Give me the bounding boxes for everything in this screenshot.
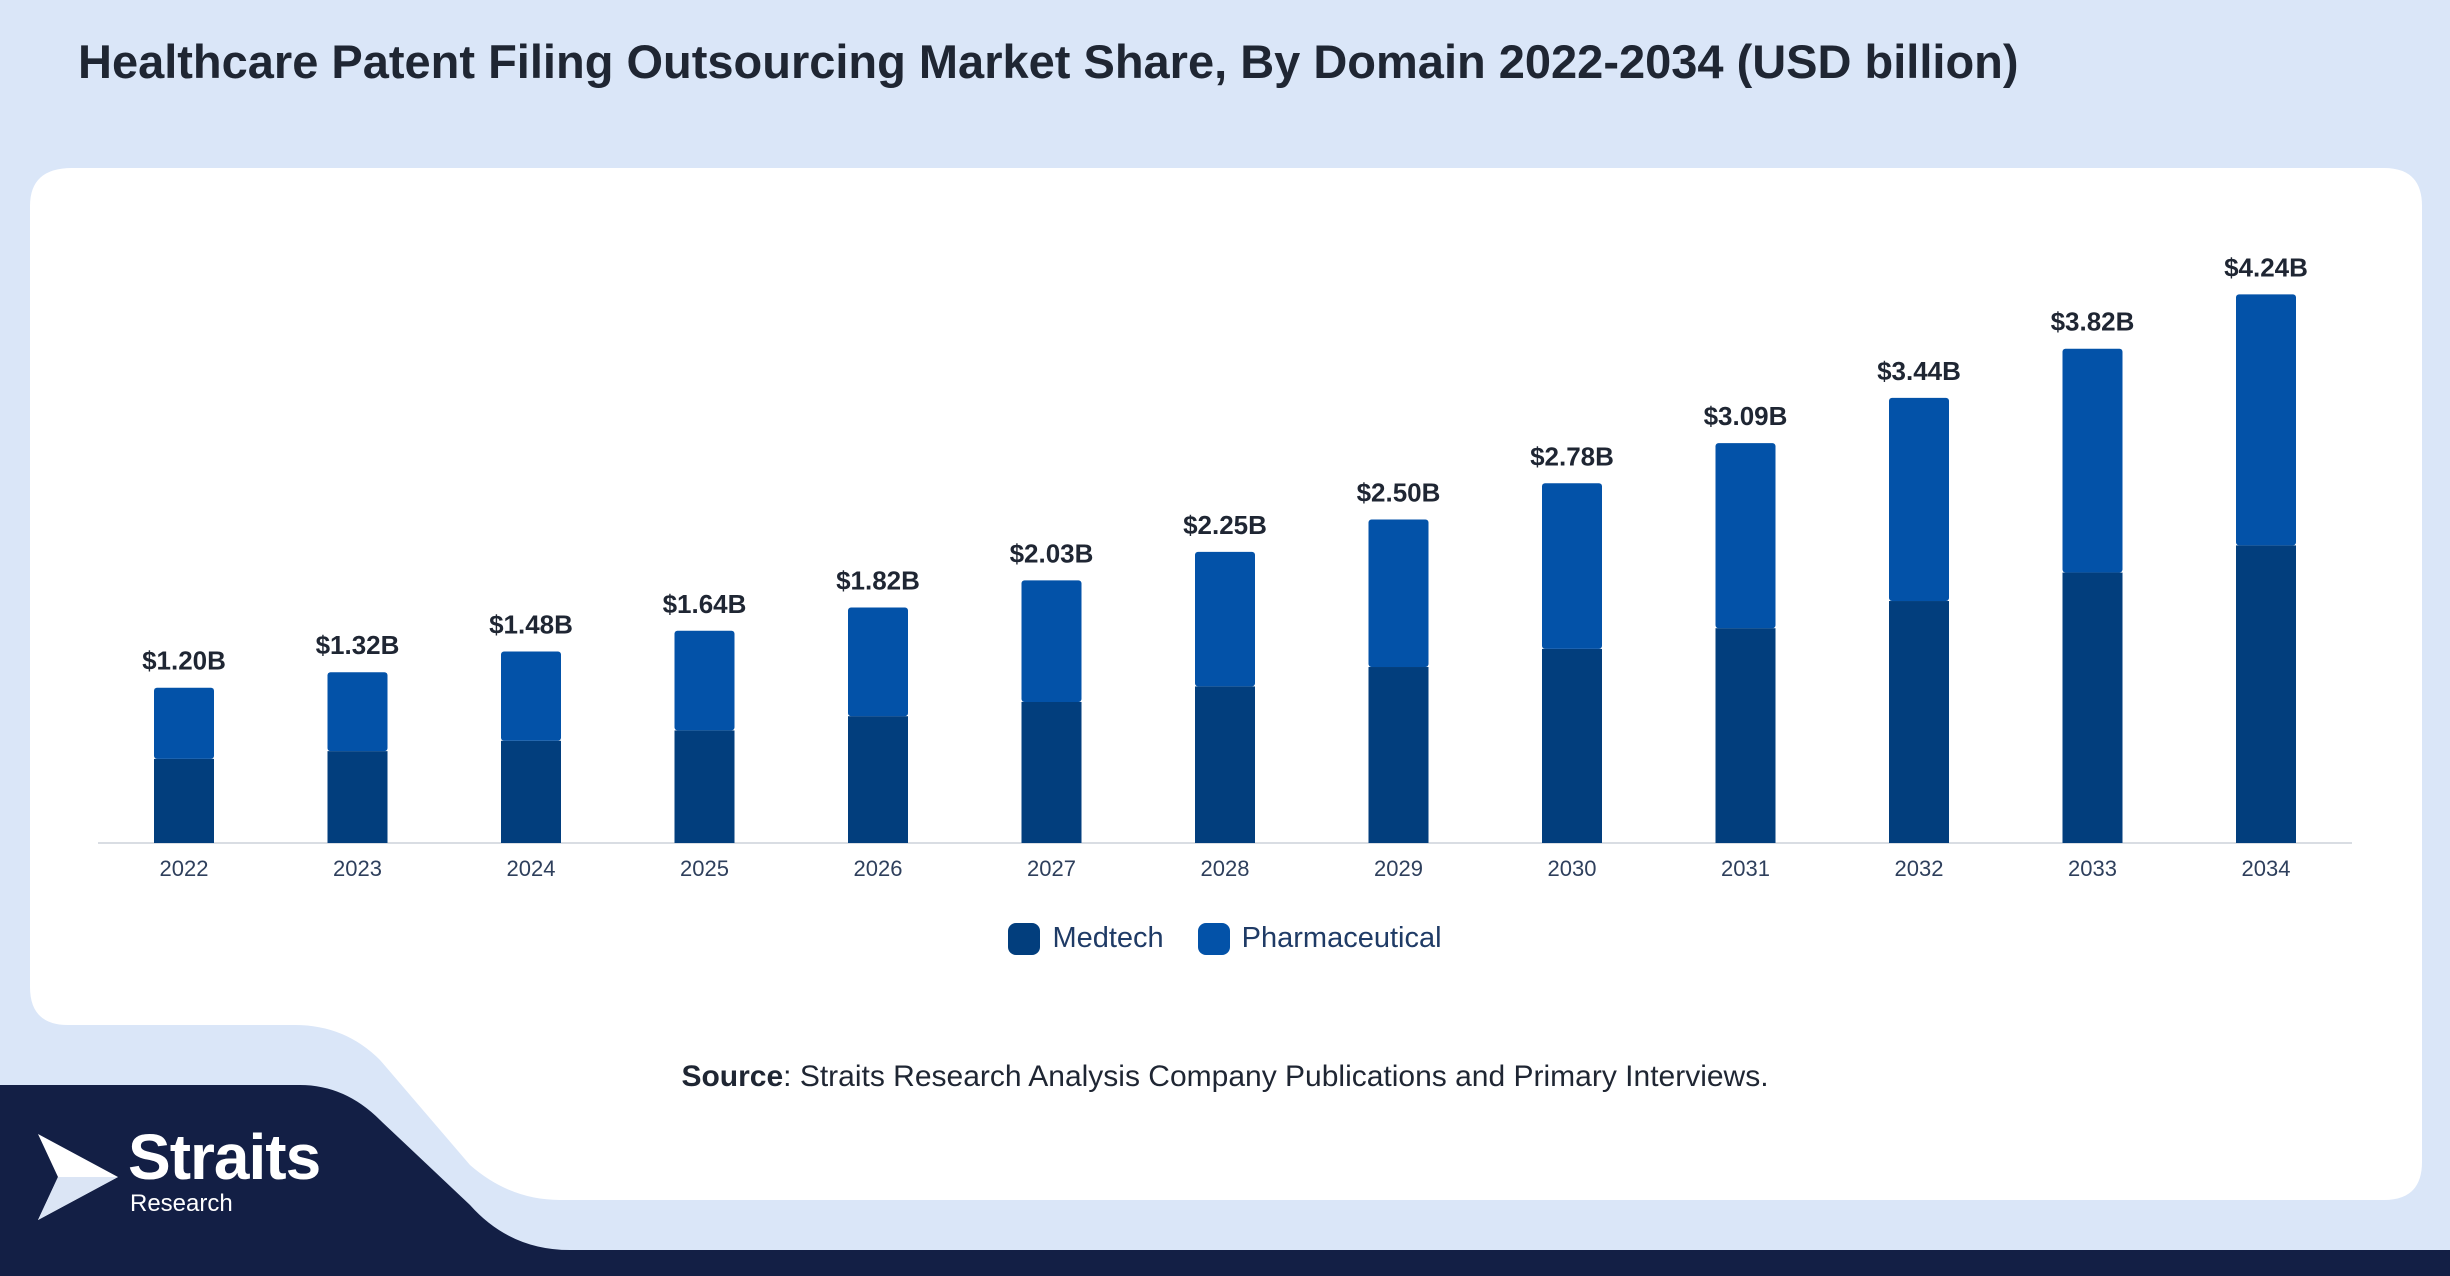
total-label-2024: $1.48B [489, 609, 573, 639]
bar-pharmaceutical-2030[interactable] [1542, 483, 1602, 649]
bar-medtech-2029[interactable] [1368, 667, 1429, 843]
bar-pharmaceutical-2033[interactable] [2062, 348, 2123, 573]
total-label-2029: $2.50B [1357, 478, 1441, 508]
total-label-2033: $3.82B [2051, 307, 2135, 337]
x-tick-label-2027: 2027 [1027, 856, 1076, 881]
bar-pharmaceutical-2023[interactable] [327, 672, 388, 752]
legend-label-pharmaceutical: Pharmaceutical [1241, 922, 1442, 954]
total-label-2030: $2.78B [1530, 441, 1614, 471]
bar-medtech-2023[interactable] [327, 751, 388, 843]
bar-medtech-2032[interactable] [1889, 601, 1949, 843]
total-label-2031: $3.09B [1704, 401, 1788, 431]
bar-pharmaceutical-2034[interactable] [2236, 294, 2296, 546]
bar-pharmaceutical-2027[interactable] [1021, 580, 1082, 702]
legend-item-pharmaceutical[interactable]: Pharmaceutical [1197, 922, 1442, 955]
chart-title: Healthcare Patent Filing Outsourcing Mar… [78, 35, 2019, 88]
bar-pharmaceutical-2032[interactable] [1889, 397, 1949, 602]
x-tick-label-2033: 2033 [2068, 856, 2117, 881]
bar-medtech-2024[interactable] [501, 740, 561, 843]
bar-medtech-2025[interactable] [674, 730, 735, 843]
bar-medtech-2028[interactable] [1195, 686, 1255, 843]
bar-pharmaceutical-2024[interactable] [501, 651, 561, 741]
legend-item-medtech[interactable]: Medtech [1008, 922, 1164, 955]
source-note: Source: Straits Research Analysis Compan… [0, 1060, 2450, 1094]
footer-band [0, 1085, 2450, 1276]
x-tick-label-2023: 2023 [333, 856, 382, 881]
total-label-2032: $3.44B [1877, 356, 1961, 386]
bar-medtech-2022[interactable] [154, 758, 214, 843]
legend-swatch-medtech [1008, 922, 1041, 955]
bar-pharmaceutical-2025[interactable] [674, 630, 735, 731]
bar-pharmaceutical-2026[interactable] [848, 607, 908, 717]
total-label-2022: $1.20B [142, 646, 226, 676]
x-tick-label-2030: 2030 [1548, 856, 1597, 881]
total-label-2025: $1.64B [663, 589, 747, 619]
bar-pharmaceutical-2022[interactable] [154, 687, 214, 759]
total-label-2034: $4.24B [2224, 252, 2308, 282]
bar-medtech-2031[interactable] [1715, 628, 1776, 843]
legend-swatch-pharmaceutical [1197, 922, 1230, 955]
total-label-2027: $2.03B [1010, 538, 1094, 568]
total-label-2026: $1.82B [836, 565, 920, 595]
legend-label-medtech: Medtech [1052, 922, 1164, 954]
source-label: Source [681, 1060, 784, 1093]
x-tick-label-2026: 2026 [854, 856, 903, 881]
source-text: : Straits Research Analysis Company Publ… [783, 1060, 1769, 1093]
x-tick-label-2025: 2025 [680, 856, 729, 881]
logo-arrow-icon [38, 1134, 118, 1220]
straits-research-logo[interactable]: Straits Research [36, 1121, 356, 1228]
x-tick-label-2022: 2022 [160, 856, 209, 881]
x-tick-label-2029: 2029 [1374, 856, 1423, 881]
x-tick-label-2024: 2024 [507, 856, 556, 881]
bar-pharmaceutical-2028[interactable] [1195, 551, 1255, 687]
bar-medtech-2030[interactable] [1542, 648, 1602, 843]
bar-medtech-2027[interactable] [1021, 701, 1082, 843]
x-tick-label-2032: 2032 [1895, 856, 1944, 881]
bar-medtech-2034[interactable] [2236, 545, 2296, 843]
bar-pharmaceutical-2029[interactable] [1368, 519, 1429, 668]
chart-legend: Medtech Pharmaceutical [0, 922, 2450, 955]
total-label-2023: $1.32B [316, 630, 400, 660]
logo-subtitle: Research [130, 1190, 233, 1217]
bar-pharmaceutical-2031[interactable] [1715, 443, 1776, 629]
x-tick-label-2031: 2031 [1721, 856, 1770, 881]
bar-medtech-2026[interactable] [848, 716, 908, 843]
logo-name: Straits [128, 1121, 321, 1193]
x-tick-label-2034: 2034 [2242, 856, 2291, 881]
total-label-2028: $2.25B [1183, 510, 1267, 540]
x-tick-label-2028: 2028 [1201, 856, 1250, 881]
bar-medtech-2033[interactable] [2062, 572, 2123, 843]
